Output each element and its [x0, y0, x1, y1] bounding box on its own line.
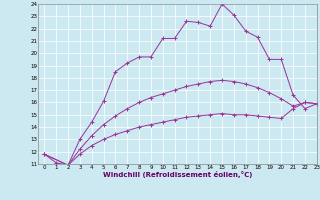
- X-axis label: Windchill (Refroidissement éolien,°C): Windchill (Refroidissement éolien,°C): [103, 171, 252, 178]
